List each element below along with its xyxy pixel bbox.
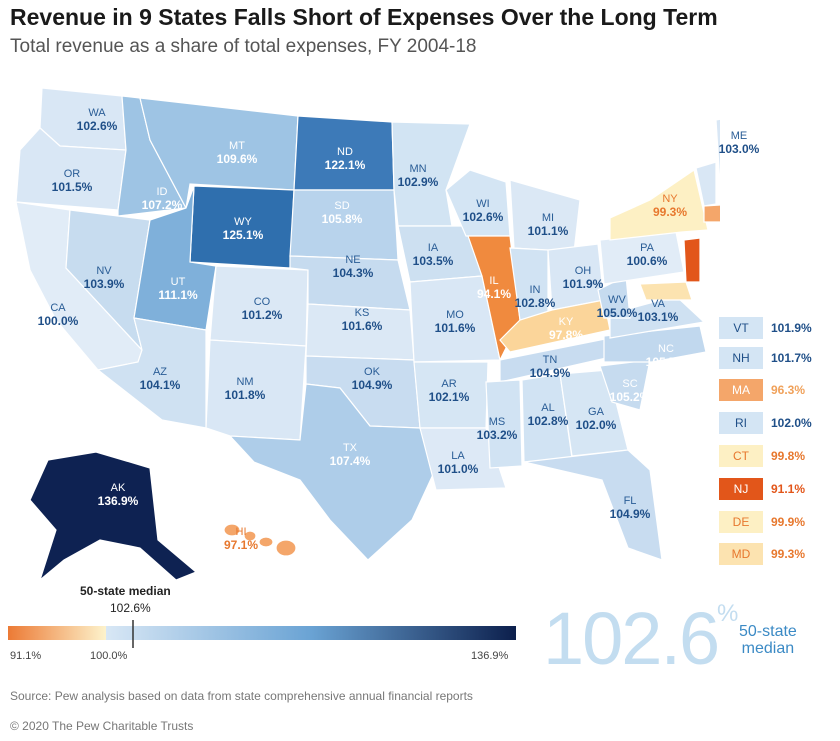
small-state-swatch: CT	[719, 445, 763, 467]
state-label-ks: KS 101.6%	[341, 307, 383, 333]
scale-mid-label: 100.0%	[90, 650, 128, 662]
state-label-va: VA 103.1%	[637, 298, 679, 324]
state-label-ca: CA 100.0%	[37, 302, 79, 328]
state-label-la: LA 101.0%	[437, 450, 479, 476]
state-label-ny: NY 99.3%	[652, 193, 688, 219]
small-state-nj: NJ 91.1%	[719, 478, 823, 500]
scale-max-label: 136.9%	[471, 650, 509, 662]
state-label-nd: ND 122.1%	[324, 146, 366, 172]
us-states-map	[15, 87, 720, 580]
state-label-nv: NV 103.9%	[83, 265, 125, 291]
state-shape-la	[419, 427, 507, 491]
state-shape-tx	[228, 383, 437, 561]
state-shape-nj	[683, 237, 701, 283]
small-state-ma: MA 96.3%	[719, 379, 823, 401]
small-state-value: 99.9%	[771, 515, 806, 529]
state-shape-ny	[609, 169, 709, 241]
state-label-pa: PA 100.6%	[626, 242, 668, 268]
state-label-hi: HI 97.1%	[223, 526, 259, 552]
state-label-sc: SC 105.2%	[609, 378, 651, 404]
scale-surplus-segment	[106, 626, 516, 640]
state-label-ar: AR 102.1%	[428, 378, 470, 404]
median-label: 50-state median	[80, 584, 171, 598]
small-state-swatch: VT	[719, 317, 763, 339]
scale-min-label: 91.1%	[10, 650, 42, 662]
small-state-swatch: MD	[719, 543, 763, 565]
state-shape-wi	[445, 169, 511, 237]
chart-subtitle: Total revenue as a share of total expens…	[10, 36, 477, 57]
state-shape-ak	[29, 451, 198, 580]
state-label-id: ID 107.2%	[141, 186, 183, 212]
state-shape-hi	[223, 523, 297, 557]
chart-title: Revenue in 9 States Falls Short of Expen…	[10, 4, 718, 30]
scale-deficit-segment	[8, 626, 106, 640]
median-value: 102.6%	[110, 601, 151, 615]
state-label-al: AL 102.8%	[527, 402, 569, 428]
small-state-vt: VT 101.9%	[719, 317, 823, 339]
state-label-tx: TX 107.4%	[329, 442, 371, 468]
state-shape-me	[715, 118, 720, 186]
state-label-ak: AK 136.9%	[97, 482, 139, 508]
state-label-sd: SD 105.8%	[321, 200, 363, 226]
small-state-swatch: RI	[719, 412, 763, 434]
state-label-tn: TN 104.9%	[529, 354, 571, 380]
small-state-value: 96.3%	[771, 383, 806, 397]
state-label-ga: GA 102.0%	[575, 406, 617, 432]
state-label-wv: WV 105.0%	[596, 294, 638, 320]
state-label-ok: OK 104.9%	[351, 366, 393, 392]
small-state-value: 91.1%	[771, 482, 806, 496]
small-state-swatch: DE	[719, 511, 763, 533]
state-shape-va	[609, 295, 706, 339]
small-state-nh: NH 101.7%	[719, 347, 823, 369]
copyright: © 2020 The Pew Charitable Trusts	[10, 719, 194, 733]
small-state-swatch: MA	[719, 379, 763, 401]
state-shape-az	[96, 317, 207, 429]
state-label-or: OR 101.5%	[51, 168, 93, 194]
state-label-wa: WA 102.6%	[76, 107, 118, 133]
state-label-az: AZ 104.1%	[139, 366, 181, 392]
state-label-ky: KY 97.8%	[548, 316, 584, 342]
state-shape-fl	[523, 449, 663, 561]
state-label-nm: NM 101.8%	[224, 376, 266, 402]
state-label-ut: UT 111.1%	[158, 276, 198, 302]
state-label-wy: WY 125.1%	[222, 216, 264, 242]
big-median-caption: 50-state median	[739, 623, 797, 657]
state-label-mo: MO 101.6%	[434, 309, 476, 335]
small-state-swatch: NJ	[719, 478, 763, 500]
state-label-nc: NC 105.7%	[645, 343, 687, 369]
small-state-value: 99.8%	[771, 449, 806, 463]
small-state-ct: CT 99.8%	[719, 445, 823, 467]
color-scale	[8, 620, 516, 648]
state-label-in: IN 102.8%	[514, 284, 556, 310]
big-median-value: 102.6	[543, 597, 720, 680]
state-shape-md	[639, 281, 693, 301]
state-label-wi: WI 102.6%	[462, 198, 504, 224]
state-label-il: IL 94.1%	[476, 275, 512, 301]
state-label-ms: MS 103.2%	[476, 416, 518, 442]
state-label-mi: MI 101.1%	[527, 212, 569, 238]
state-shape-ma	[703, 204, 720, 223]
small-state-value: 99.3%	[771, 547, 806, 561]
small-state-value: 101.9%	[771, 321, 812, 335]
big-median-unit: %	[717, 600, 739, 627]
state-label-co: CO 101.2%	[241, 296, 283, 322]
small-state-swatch: NH	[719, 347, 763, 369]
state-label-ne: NE 104.3%	[332, 254, 374, 280]
small-state-md: MD 99.3%	[719, 543, 823, 565]
state-label-mn: MN 102.9%	[397, 163, 439, 189]
source-note: Source: Pew analysis based on data from …	[10, 689, 473, 703]
state-label-ia: IA 103.5%	[412, 242, 454, 268]
state-label-fl: FL 104.9%	[609, 495, 651, 521]
state-shape-vt-nh	[695, 161, 717, 207]
small-state-ri: RI 102.0%	[719, 412, 823, 434]
state-label-mt: MT 109.6%	[216, 140, 258, 166]
small-state-de: DE 99.9%	[719, 511, 823, 533]
small-state-value: 101.7%	[771, 351, 812, 365]
state-shape-ms	[485, 379, 523, 469]
state-label-me: ME 103.0%	[718, 130, 760, 156]
small-state-value: 102.0%	[771, 416, 812, 430]
state-label-oh: OH 101.9%	[562, 265, 604, 291]
